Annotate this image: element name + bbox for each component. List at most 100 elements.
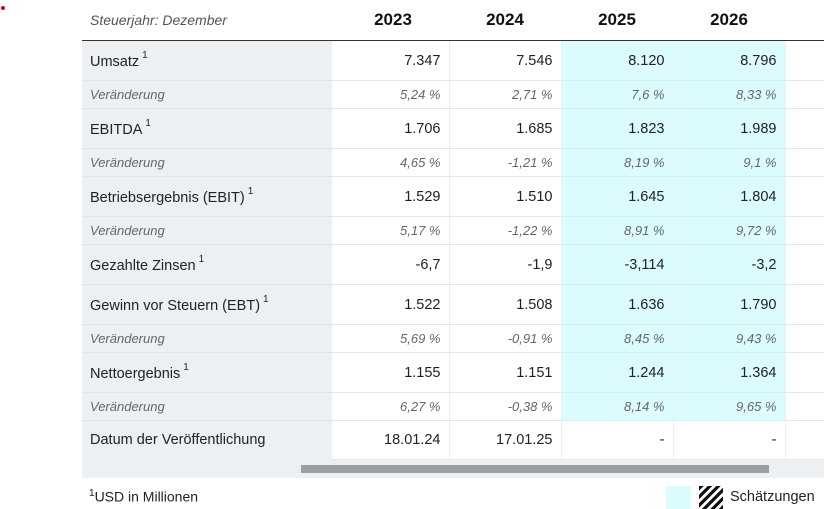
row-label: Veränderung (82, 148, 332, 177)
financial-table-container[interactable]: Steuerjahr: Dezember 2023 2024 2025 2026… (82, 0, 824, 460)
column-gap (332, 148, 337, 177)
value-cell: 2,71 % (449, 80, 562, 109)
table-row: Betriebsergebnis (EBIT) 1 1.529 1.510 1.645 1… (82, 176, 824, 217)
table-body: Umsatz 1 7.347 7.546 8.120 8.796 Veränderung 5,… (82, 40, 824, 460)
column-gap (332, 244, 337, 285)
value-cell: -0,38 % (449, 392, 562, 421)
estimate-value-cell: 8,33 % (673, 80, 786, 109)
value-cell: 1.510 (449, 176, 562, 217)
row-label-text: Datum der Veröffentlichung (90, 432, 266, 449)
estimate-value-cell: 1.636 (561, 284, 674, 325)
change-row: Veränderung 5,69 % -0,91 % 8,45 % 9,43 % (82, 324, 824, 353)
value-cell: 7.546 (449, 40, 562, 81)
row-label-text: Betriebsergebnis (EBIT) (90, 189, 245, 206)
value-cell: 1.685 (449, 108, 562, 149)
column-gap (332, 40, 337, 81)
value-cell: -0,91 % (449, 324, 562, 353)
estimate-color-swatch (666, 486, 691, 509)
row-label-text: Veränderung (90, 155, 165, 170)
fiscal-year-label: Steuerjahr: Dezember (82, 0, 332, 41)
change-row: Veränderung 5,17 % -1,22 % 8,91 % 9,72 % (82, 216, 824, 245)
header-end (785, 0, 824, 41)
row-label: Veränderung (82, 80, 332, 109)
footnote-text: USD in Millionen (94, 488, 199, 505)
year-header: 2024 (449, 0, 561, 41)
value-cell: -6,7 (337, 244, 450, 285)
year-header: 2025 (561, 0, 673, 41)
value-cell: 1.155 (337, 352, 450, 393)
estimate-value-cell: 8,19 % (561, 148, 674, 177)
row-label: EBITDA 1 (82, 108, 332, 149)
table-header-row: Steuerjahr: Dezember 2023 2024 2025 2026 (82, 0, 824, 41)
column-gap (332, 108, 337, 149)
column-gap (332, 284, 337, 325)
change-row: Veränderung 5,24 % 2,71 % 7,6 % 8,33 % (82, 80, 824, 109)
footnote-reference: 1 (263, 293, 269, 305)
row-end (785, 392, 824, 421)
estimate-value-cell: 7,6 % (561, 80, 674, 109)
value-cell: 5,24 % (337, 80, 450, 109)
row-end (785, 40, 824, 81)
estimate-value-cell: 8,14 % (561, 392, 674, 421)
row-label-text: Gewinn vor Steuern (EBT) (90, 297, 261, 314)
table-row: Umsatz 1 7.347 7.546 8.120 8.796 (82, 40, 824, 81)
footnote-mark: 1 (89, 488, 95, 499)
row-label-text: Gezahlte Zinsen (90, 257, 196, 274)
footnote-reference: 1 (145, 117, 151, 129)
row-label-text: Nettoergebnis (90, 365, 181, 382)
row-label: Datum der Veröffentlichung (82, 420, 332, 460)
row-label: Veränderung (82, 216, 332, 245)
column-gap (332, 324, 337, 353)
row-label: Nettoergebnis 1 (82, 352, 332, 393)
estimate-value-cell: 1.364 (673, 352, 786, 393)
estimate-value-cell: 8,91 % (561, 216, 674, 245)
row-label: Umsatz 1 (82, 40, 332, 81)
footnote-reference: 1 (247, 185, 254, 197)
estimate-value-cell: 9,72 % (673, 216, 786, 245)
header-gap (332, 0, 337, 41)
estimate-value-cell: 9,65 % (673, 392, 786, 421)
change-row: Veränderung 6,27 % -0,38 % 8,14 % 9,65 % (82, 392, 824, 421)
value-cell: 5,69 % (337, 324, 450, 353)
row-label-text: Veränderung (90, 87, 165, 102)
column-gap (332, 80, 337, 109)
value-cell: 1.706 (337, 108, 450, 149)
column-gap (332, 420, 337, 460)
table-row: Gewinn vor Steuern (EBT) 1 1.522 1.508 1.636… (82, 284, 824, 325)
row-end (785, 216, 824, 245)
row-label: Veränderung (82, 324, 332, 353)
year-header: 2026 (673, 0, 785, 41)
estimate-value-cell: 8,45 % (561, 324, 674, 353)
value-cell: 1.151 (449, 352, 562, 393)
row-end (785, 80, 824, 109)
row-label-text: Veränderung (90, 223, 165, 238)
red-dot-icon (1, 6, 5, 10)
estimate-value-cell: 8.796 (673, 40, 786, 81)
value-cell: -1,9 (449, 244, 562, 285)
value-cell: 1.529 (337, 176, 450, 217)
row-end (785, 352, 824, 393)
estimate-value-cell: 9,1 % (673, 148, 786, 177)
row-label: Betriebsergebnis (EBIT) 1 (82, 176, 332, 217)
estimate-value-cell: 8.120 (561, 40, 674, 81)
row-label-text: Umsatz (90, 53, 140, 70)
value-cell: 6,27 % (337, 392, 450, 421)
row-label: Veränderung (82, 392, 332, 421)
estimate-value-cell: 1.790 (673, 284, 786, 325)
publication-date-row: Datum der Veröffentlichung 18.01.24 17.01.… (82, 420, 824, 460)
row-label: Gewinn vor Steuern (EBT) 1 (82, 284, 332, 325)
row-end (785, 108, 824, 149)
estimate-value-cell: 1.244 (561, 352, 674, 393)
scrollbar-thumb[interactable] (301, 465, 769, 473)
table-row: EBITDA 1 1.706 1.685 1.823 1.989 (82, 108, 824, 149)
row-label: Gezahlte Zinsen 1 (82, 244, 332, 285)
estimate-value-cell: 1.645 (561, 176, 674, 217)
horizontal-scrollbar[interactable] (82, 460, 824, 478)
estimate-value-cell: -3,2 (673, 244, 786, 285)
value-cell: 7.347 (337, 40, 450, 81)
footnote-reference: 1 (142, 49, 148, 61)
footnote-reference: 1 (198, 253, 205, 265)
estimate-value-cell: - (561, 420, 674, 460)
estimate-value-cell: 1.804 (673, 176, 786, 217)
estimate-value-cell: 1.823 (561, 108, 674, 149)
